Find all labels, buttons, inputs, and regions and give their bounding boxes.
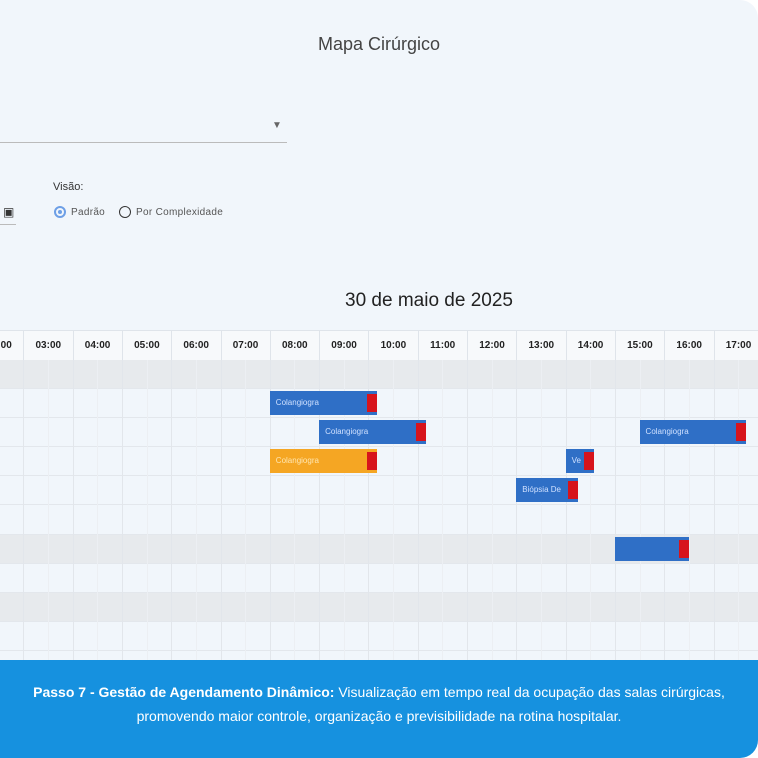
grid-line [368, 360, 370, 660]
radio-por-complexidade[interactable]: Por Complexidade [119, 206, 223, 218]
calendar-icon[interactable]: ▣ [3, 205, 15, 219]
grid-line [146, 360, 148, 660]
status-flag-icon [584, 452, 595, 471]
grid-line [121, 360, 123, 660]
status-flag-icon [366, 452, 377, 471]
grid-line [319, 360, 321, 660]
grid-line [417, 360, 419, 660]
surgery-booking[interactable]: Biópsia De [516, 478, 578, 503]
surgery-booking[interactable]: Colangiogra [269, 391, 377, 416]
booking-label: Ve [571, 456, 581, 466]
surgery-booking[interactable]: Ve [565, 449, 595, 474]
hour-label: 10:00 [368, 331, 417, 361]
surgery-booking[interactable]: Colangiogra [269, 449, 377, 474]
grid-line [540, 360, 542, 660]
grid-line [688, 360, 690, 660]
status-flag-icon [678, 539, 689, 558]
hour-label: 16:00 [664, 331, 713, 361]
visao-radio-group: Padrão Por Complexidade [54, 206, 231, 218]
grid-line [664, 360, 666, 660]
hour-label: 15:00 [614, 331, 664, 361]
booking-label: Biópsia De [522, 485, 561, 495]
hour-label: 14:00 [565, 331, 615, 361]
chevron-down-icon[interactable]: ▼ [272, 120, 282, 131]
room-row [0, 476, 758, 506]
hour-label: 08:00 [269, 331, 319, 361]
hour-label: 13:00 [516, 331, 565, 361]
grid-line [23, 360, 25, 660]
grid-line [590, 360, 592, 660]
caption-banner: Passo 7 - Gestão de Agendamento Dinâmico… [0, 660, 758, 758]
room-row [0, 389, 758, 419]
grid-line [516, 360, 518, 660]
grid-line [491, 360, 493, 660]
hour-label: 17:00 [713, 331, 758, 361]
radio-padrao[interactable]: Padrão [54, 206, 105, 218]
radio-checked-icon[interactable] [54, 206, 66, 218]
radio-unchecked-icon[interactable] [119, 206, 132, 218]
radio-padrao-label: Padrão [71, 206, 106, 218]
page-title: Mapa Cirúrgico [317, 34, 441, 54]
room-row [0, 447, 758, 477]
grid-line [47, 360, 49, 660]
grid-line [565, 360, 567, 660]
room-row [0, 506, 758, 535]
status-flag-icon [415, 423, 426, 442]
room-select[interactable] [0, 142, 287, 143]
grid-line [220, 360, 222, 660]
grid-line [171, 360, 173, 660]
grid-line [195, 360, 197, 660]
hour-label: 06:00 [171, 331, 220, 361]
hour-label: 07:00 [220, 331, 270, 361]
visao-label: Visão: [53, 181, 84, 193]
surgery-booking[interactable]: Colangiogra [319, 420, 426, 445]
grid-line [393, 360, 395, 660]
grid-line [72, 360, 74, 660]
grid-line [639, 360, 641, 660]
date-field[interactable] [0, 224, 16, 225]
grid-line [738, 360, 740, 660]
caption-text: Visualização em tempo real da ocupação d… [136, 684, 725, 724]
booking-label: Colangiogra [275, 456, 319, 466]
hour-label: 12:00 [467, 331, 516, 361]
status-flag-icon [736, 423, 747, 442]
room-row [0, 622, 758, 651]
hours-header: 02:0003:0004:0005:0006:0007:0008:0009:00… [0, 330, 758, 362]
room-row [0, 564, 758, 593]
hour-label: 09:00 [319, 331, 368, 361]
surgery-booking[interactable] [614, 536, 689, 561]
grid-line [614, 360, 616, 660]
grid-line [467, 360, 468, 660]
hour-label: 11:00 [417, 331, 467, 361]
grid-line [442, 360, 444, 660]
room-row [0, 592, 758, 622]
timeline-grid: 02:0003:0004:0005:0006:0007:0008:0009:00… [0, 330, 758, 660]
booking-label: Colangiogra [325, 427, 369, 437]
hour-label: 04:00 [72, 331, 122, 361]
grid-line [343, 360, 345, 660]
grid-line [294, 360, 296, 660]
grid-line [713, 360, 715, 660]
hour-label: 05:00 [121, 331, 171, 361]
hour-label: 03:00 [23, 331, 72, 361]
grid-line [97, 360, 99, 660]
booking-label: Colangiogra [275, 398, 319, 408]
timeline-date: 30 de maio de 2025 [345, 290, 513, 311]
hour-label: 02:00 [0, 331, 23, 361]
caption-title: Passo 7 - Gestão de Agendamento Dinâmico… [33, 684, 335, 700]
grid-line [245, 360, 247, 660]
surgery-booking[interactable]: Colangiogra [639, 420, 747, 445]
radio-por-complexidade-label: Por Complexidade [136, 206, 224, 218]
grid-line [269, 360, 271, 660]
status-flag-icon [567, 481, 578, 500]
booking-label: Colangiogra [645, 427, 689, 437]
room-row [0, 360, 758, 389]
status-flag-icon [366, 394, 377, 413]
room-row [0, 418, 758, 448]
